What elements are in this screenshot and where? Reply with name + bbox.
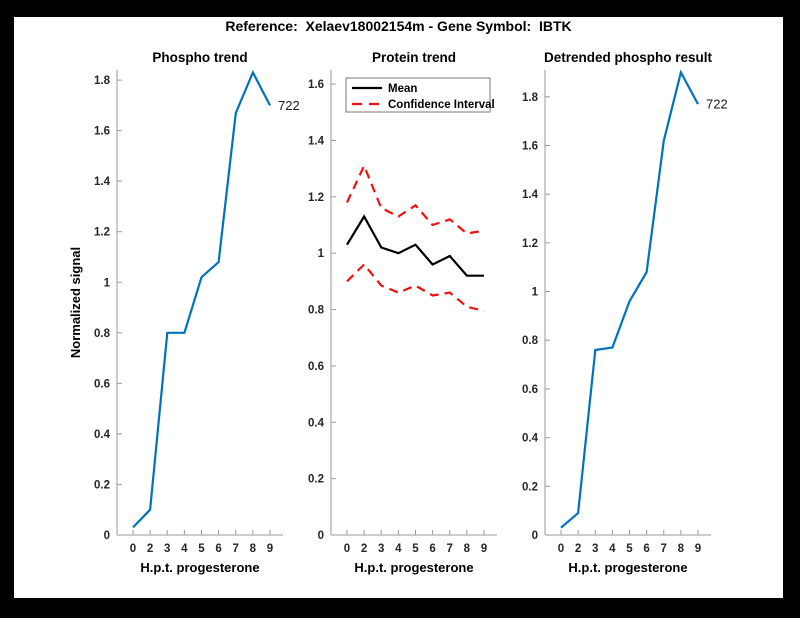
y-tick-label: 0.8: [522, 335, 539, 347]
x-tick-label: 4: [395, 543, 402, 555]
y-tick-label: 1.6: [94, 126, 110, 138]
x-tick-label: 4: [609, 543, 616, 555]
x-tick-label: 3: [378, 543, 384, 555]
x-tick-label: 2: [575, 543, 581, 555]
x-tick-label: 2: [147, 543, 153, 555]
x-tick-label: 9: [481, 543, 487, 555]
x-tick-label: 3: [592, 543, 598, 555]
subplot-title: Detrended phospho result: [544, 50, 713, 65]
y-tick-label: 1.2: [94, 227, 110, 239]
x-axis-label: H.p.t. progesterone: [354, 560, 473, 575]
x-tick-label: 7: [447, 543, 453, 555]
y-tick-label: 0.2: [522, 481, 538, 493]
y-tick-label: 1.8: [522, 92, 539, 104]
x-axis-label: H.p.t. progesterone: [568, 560, 687, 575]
figure-title: Reference: Xelaev18002154m - Gene Symbol…: [225, 18, 572, 34]
x-tick-label: 6: [643, 543, 649, 555]
y-tick-label: 0.2: [94, 479, 110, 491]
y-tick-label: 0.2: [308, 474, 324, 486]
x-tick-label: 5: [626, 543, 633, 555]
y-tick-label: 0.4: [522, 433, 539, 445]
y-tick-label: 1.4: [308, 135, 325, 147]
y-tick-label: 0.8: [308, 305, 325, 317]
series-end-label: 722: [706, 97, 728, 112]
detrended-phospho-result-chart: 00.20.40.60.811.21.41.61.80 2 3 4 5 6 7 8 9Detre…: [522, 50, 728, 575]
y-tick-label: 0.8: [94, 328, 111, 340]
y-tick-label: 1.6: [522, 140, 538, 152]
subplot-title: Phospho trend: [152, 50, 247, 65]
confidence-interval-upper-line: [346, 163, 485, 235]
legend-entry-label: Mean: [388, 83, 417, 95]
y-tick-label: 0.6: [522, 384, 538, 396]
x-tick-label: 8: [678, 543, 685, 555]
x-tick-label: 9: [267, 543, 273, 555]
y-tick-label: 0: [104, 530, 110, 542]
mean-line: [346, 214, 484, 277]
x-axis-label: H.p.t. progesterone: [140, 560, 259, 575]
confidence-interval-lower-line: [346, 262, 485, 313]
x-tick-label: 7: [661, 543, 667, 555]
y-tick-label: 1: [318, 248, 325, 260]
y-tick-label: 1.2: [308, 192, 324, 204]
detrended-phospho-signal-line: [560, 69, 699, 529]
x-tick-label: 6: [215, 543, 221, 555]
x-tick-label: 3: [164, 543, 170, 555]
phospho-signal-line: [132, 69, 271, 529]
y-tick-label: 0.6: [94, 378, 110, 390]
x-tick-label: 2: [361, 543, 367, 555]
y-tick-label: 1.4: [522, 189, 539, 201]
protein-trend-chart: 00.20.40.60.811.21.41.60 2 3 4 5 6 7 8 9Protein …: [308, 50, 497, 575]
y-tick-label: 0.4: [94, 429, 111, 441]
y-tick-label: 1.4: [94, 176, 111, 188]
legend-entry-label: Confidence Interval: [388, 99, 495, 111]
legend-box: [345, 77, 491, 113]
y-tick-label: 1: [532, 287, 539, 299]
figure-canvas: [14, 17, 783, 598]
x-tick-label: 9: [695, 543, 701, 555]
phospho-trend-chart: 00.20.40.60.811.21.41.61.80 2 3 4 5 6 7 8 9Phosp…: [68, 50, 300, 575]
x-tick-label: 8: [250, 543, 257, 555]
x-tick-label: 5: [198, 543, 205, 555]
series-end-label: 722: [278, 98, 300, 113]
y-tick-label: 1.2: [522, 238, 538, 250]
y-axis-label: Normalized signal: [68, 247, 83, 358]
x-tick-label: 8: [464, 543, 471, 555]
y-tick-label: 1: [104, 277, 111, 289]
subplot-title: Protein trend: [372, 50, 456, 65]
legend: Mean Confidence Interval: [345, 77, 495, 113]
x-tick-label: 0: [130, 543, 136, 555]
y-tick-label: 1.6: [308, 79, 324, 91]
y-tick-label: 1.8: [94, 75, 111, 87]
y-tick-label: 0.6: [308, 361, 324, 373]
y-tick-label: 0: [532, 530, 538, 542]
y-tick-label: 0: [318, 530, 324, 542]
x-tick-label: 0: [558, 543, 564, 555]
x-tick-label: 5: [412, 543, 419, 555]
y-tick-label: 0.4: [308, 417, 325, 429]
x-tick-label: 7: [233, 543, 239, 555]
x-tick-label: 4: [181, 543, 188, 555]
x-tick-label: 0: [344, 543, 350, 555]
x-tick-label: 6: [429, 543, 435, 555]
